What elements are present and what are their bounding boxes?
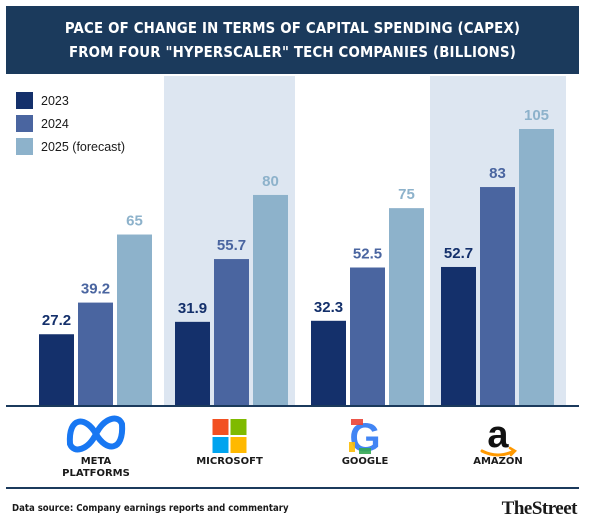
bar bbox=[480, 187, 515, 406]
amazon-arrow-icon bbox=[508, 446, 518, 457]
bar bbox=[117, 234, 152, 406]
bar-value-label: 39.2 bbox=[81, 281, 110, 298]
google-logo-accent-yellow bbox=[349, 442, 355, 452]
chart-title: PACE OF CHANGE IN TERMS OF CAPITAL SPEND… bbox=[6, 6, 579, 74]
amazon-logo-icon: a bbox=[487, 414, 509, 456]
bar-value-label: 27.2 bbox=[42, 312, 71, 329]
microsoft-logo-square bbox=[212, 419, 229, 435]
legend-label: 2023 bbox=[41, 94, 69, 108]
bar bbox=[389, 208, 424, 406]
bar-value-label: 80 bbox=[262, 173, 279, 190]
microsoft-logo-square bbox=[212, 437, 229, 453]
bar-value-label: 55.7 bbox=[217, 237, 246, 254]
bar-value-label: 52.7 bbox=[444, 245, 473, 262]
company-label: MICROSOFT bbox=[196, 456, 263, 467]
bar bbox=[175, 321, 210, 406]
bar-value-label: 83 bbox=[489, 165, 506, 182]
legend-label: 2024 bbox=[41, 117, 69, 131]
google-logo-accent-green bbox=[359, 448, 371, 454]
bar-value-label: 65 bbox=[126, 213, 143, 230]
bar-value-label: 52.5 bbox=[353, 246, 382, 263]
bar bbox=[39, 334, 74, 406]
bar-value-label: 105 bbox=[524, 107, 549, 124]
microsoft-logo-square bbox=[230, 437, 247, 453]
title-line-2: FROM FOUR "HYPERSCALER" TECH COMPANIES (… bbox=[68, 43, 517, 61]
bar-value-label: 75 bbox=[398, 186, 415, 203]
footer: Data source: Company earnings reports an… bbox=[6, 487, 579, 529]
bar-chart: 27.2 39.2 65 31.9 55.7 80 32.3 52.5 75 52.7 83 105 2… bbox=[6, 76, 579, 479]
legend-swatch bbox=[16, 138, 33, 155]
bar bbox=[441, 266, 476, 406]
meta-logo-icon bbox=[66, 415, 126, 453]
bar bbox=[253, 194, 288, 406]
bar bbox=[311, 320, 346, 406]
legend-swatch bbox=[16, 92, 33, 109]
company-label: PLATFORMS bbox=[62, 468, 130, 479]
google-logo-accent-red bbox=[351, 419, 363, 425]
company-label: META bbox=[81, 456, 112, 467]
data-source-note: Data source: Company earnings reports an… bbox=[12, 503, 289, 514]
bar bbox=[214, 259, 249, 406]
company-label: GOOGLE bbox=[342, 456, 389, 467]
microsoft-logo-square bbox=[230, 419, 247, 435]
bar bbox=[519, 129, 554, 406]
bar bbox=[78, 302, 113, 406]
legend-label: 2025 (forecast) bbox=[41, 140, 125, 154]
title-line-1: PACE OF CHANGE IN TERMS OF CAPITAL SPEND… bbox=[64, 19, 521, 37]
amazon-smile-icon bbox=[480, 449, 516, 457]
bar bbox=[350, 267, 385, 406]
brand-logo: TheStreet bbox=[501, 498, 578, 519]
bar-value-label: 32.3 bbox=[314, 299, 343, 316]
company-label: AMAZON bbox=[473, 456, 523, 467]
legend-swatch bbox=[16, 115, 33, 132]
bar-value-label: 31.9 bbox=[178, 300, 207, 317]
